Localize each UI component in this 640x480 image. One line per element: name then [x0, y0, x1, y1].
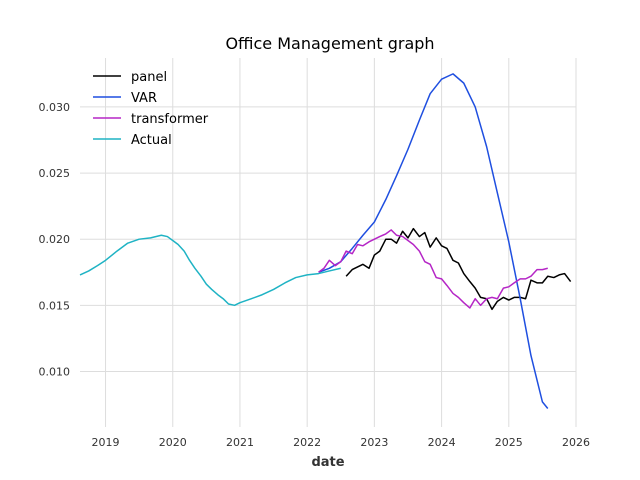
legend-label: panel: [131, 70, 167, 85]
x-axis-label: date: [311, 455, 344, 470]
y-tick-label: 0.025: [39, 167, 71, 180]
x-tick-label: 2020: [159, 436, 187, 449]
legend: panel VAR transformer Actual: [93, 70, 209, 148]
series-line-var: [318, 73, 549, 409]
x-tick-label: 2023: [360, 436, 388, 449]
series-line-panel: [345, 227, 572, 311]
x-tick-label: 2026: [562, 436, 590, 449]
series-lines: [79, 73, 572, 409]
x-tick-label: 2025: [495, 436, 523, 449]
legend-item-actual: Actual: [93, 133, 172, 148]
grid: [80, 58, 577, 427]
legend-item-var: VAR: [93, 91, 157, 106]
x-tick-label: 2022: [293, 436, 321, 449]
x-tick-label: 2024: [428, 436, 456, 449]
chart-title: Office Management graph: [225, 34, 434, 53]
y-tick-label: 0.015: [39, 299, 71, 312]
y-tick-label: 0.010: [39, 365, 71, 378]
x-tick-label: 2021: [226, 436, 254, 449]
y-tick-label: 0.020: [39, 233, 71, 246]
legend-label: VAR: [131, 91, 157, 106]
series-line-actual: [79, 234, 341, 307]
y-tick-label: 0.030: [39, 101, 71, 114]
series-line-transformer: [318, 229, 548, 309]
legend-label: transformer: [131, 112, 209, 127]
x-tick-label: 2019: [92, 436, 120, 449]
legend-label: Actual: [131, 133, 172, 148]
legend-item-panel: panel: [93, 70, 167, 85]
legend-item-transformer: transformer: [93, 112, 209, 127]
x-axis-ticks: 2019 2020 2021 2022 2023 2024 2025 2026: [92, 436, 590, 449]
y-axis-ticks: 0.010 0.015 0.020 0.025 0.030: [39, 101, 71, 379]
